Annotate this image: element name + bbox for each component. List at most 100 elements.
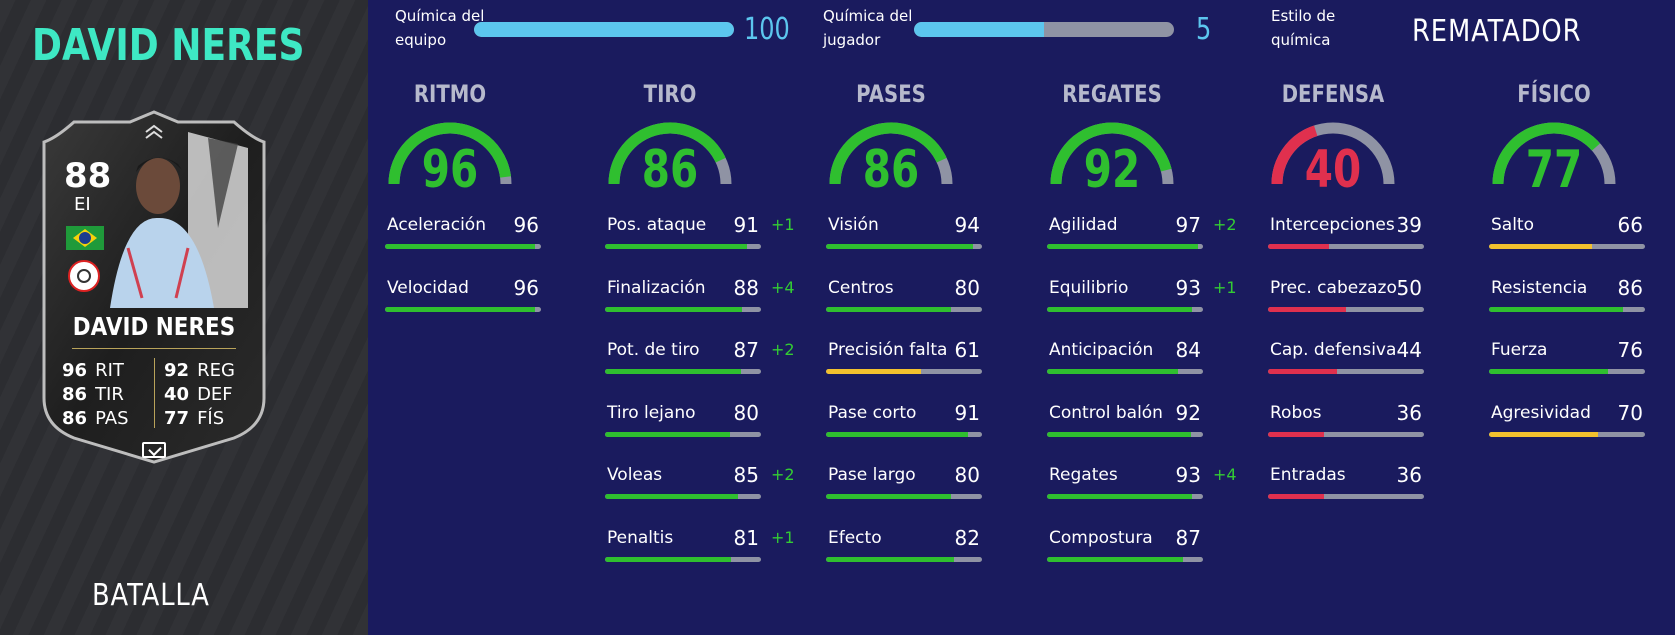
card-frame-shape <box>42 110 266 464</box>
stat-name: Prec. cabezazo <box>1270 277 1397 298</box>
stat-name: Precisión falta <box>828 340 948 360</box>
stat-value: 76 <box>1617 338 1643 362</box>
stat-bar <box>1047 369 1203 374</box>
stat-bar <box>1489 369 1645 374</box>
stat-bar <box>605 556 761 562</box>
stat-row: Finalización 88 +4 <box>605 275 825 318</box>
stat-value: 85 <box>733 463 759 487</box>
stat-value: 88 <box>733 275 759 300</box>
stat-name: Centros <box>828 277 894 298</box>
chemistry-style-name: BATALLA <box>92 578 210 613</box>
stat-row: Robos 36 <box>1268 400 1488 443</box>
category-value: 86 <box>641 140 699 200</box>
stat-name: Efecto <box>828 527 882 548</box>
category-title: PASES <box>856 80 926 108</box>
stat-value: 36 <box>1396 400 1422 425</box>
chemistry-style-value: REMATADOR <box>1412 14 1582 49</box>
category-value: 92 <box>1083 140 1141 200</box>
ajax-club-badge-icon <box>68 260 100 292</box>
stat-value: 91 <box>733 213 759 237</box>
category-title: RITMO <box>413 80 487 108</box>
stat-value: 39 <box>1396 213 1422 237</box>
card-position: EI <box>74 194 91 215</box>
stat-bar <box>605 369 761 374</box>
stat-row: Pot. de tiro 87 +2 <box>605 338 825 380</box>
stat-value: 70 <box>1617 400 1643 425</box>
stat-name: Voleas <box>607 465 663 485</box>
stat-bar <box>1047 431 1203 437</box>
stat-value: 97 <box>1175 213 1201 237</box>
stat-name: Resistencia <box>1491 277 1588 298</box>
player-chemistry-value: 5 <box>1196 12 1212 47</box>
stat-name: Pase corto <box>828 402 917 423</box>
stat-row: Velocidad 96 <box>385 275 605 318</box>
player-card[interactable]: 88 EI DAVID NERES 96 RIT 86 TIR 86 PAS 92 RE… <box>38 108 270 465</box>
stat-name: Cap. defensiva <box>1270 340 1397 360</box>
stat-row: Tiro lejano 80 <box>605 401 825 443</box>
category-value: 86 <box>862 140 920 200</box>
stat-row: Agresividad 70 <box>1489 400 1675 443</box>
card-vertical-divider <box>154 358 155 428</box>
stat-bar <box>605 494 761 499</box>
stat-row: Voleas 85 +2 <box>605 463 825 505</box>
stat-row: Compostura 87 <box>1047 526 1267 568</box>
stat-name: Robos <box>1270 402 1322 423</box>
card-stat-pas: 86 PAS <box>62 408 129 429</box>
stat-name: Regates <box>1049 465 1118 485</box>
card-divider <box>72 348 236 349</box>
gauge-fill <box>608 122 726 185</box>
category-value: 77 <box>1525 140 1583 200</box>
stat-bar <box>1047 306 1203 312</box>
category-gauge <box>829 122 953 185</box>
stat-value: 87 <box>733 338 759 362</box>
stat-name: Intercepciones <box>1270 215 1395 235</box>
stat-bar <box>1268 369 1424 374</box>
player-chemistry-bar <box>914 22 1174 37</box>
stat-bar <box>1047 556 1203 562</box>
gauge-fill <box>1492 122 1601 185</box>
brazil-flag-icon <box>66 226 104 250</box>
stat-name: Tiro lejano <box>607 402 696 423</box>
stat-value: 96 <box>513 275 539 300</box>
stat-name: Velocidad <box>387 277 469 298</box>
stat-bar <box>1268 431 1424 437</box>
category-gauge <box>1492 122 1616 185</box>
stat-row: Intercepciones 39 <box>1268 213 1488 255</box>
stat-row: Efecto 82 <box>826 526 1046 568</box>
stat-row: Pos. ataque 91 +1 <box>605 213 825 255</box>
stat-bar <box>826 369 982 374</box>
card-stat-tir: 86 TIR <box>62 384 124 405</box>
category-gauge <box>1271 122 1395 185</box>
stat-value: 81 <box>733 525 759 550</box>
category-value: 40 <box>1304 140 1362 200</box>
stat-value: 50 <box>1396 275 1422 300</box>
stat-bar <box>1268 244 1424 249</box>
stat-name: Entradas <box>1270 465 1346 485</box>
stat-bonus: +4 <box>1213 465 1237 484</box>
stat-row: Fuerza 76 <box>1489 338 1675 380</box>
stat-row: Pase largo 80 <box>826 463 1046 505</box>
stat-bonus: +4 <box>771 277 795 297</box>
stat-bar <box>826 431 982 437</box>
stat-row: Precisión falta 61 <box>826 338 1046 380</box>
card-stat-def: 40 DEF <box>164 384 233 405</box>
stat-row: Pase corto 91 <box>826 400 1046 443</box>
stat-bar <box>1268 306 1424 312</box>
stat-name: Finalización <box>607 277 706 298</box>
stat-value: 96 <box>513 213 539 237</box>
stat-name: Agilidad <box>1049 215 1118 235</box>
chemistry-style-icon <box>142 442 166 458</box>
stat-value: 91 <box>954 400 980 425</box>
stat-row: Equilibrio 93 +1 <box>1047 276 1267 318</box>
card-stat-reg: 92 REG <box>164 360 235 381</box>
stat-bonus: +2 <box>771 465 795 484</box>
stat-bar <box>826 494 982 499</box>
stat-value: 80 <box>954 463 980 487</box>
stat-name: Fuerza <box>1491 340 1548 360</box>
stat-row: Visión 94 <box>826 213 1046 255</box>
stat-row: Resistencia 86 <box>1489 276 1675 318</box>
stat-value: 94 <box>954 213 980 237</box>
stat-value: 61 <box>954 338 980 362</box>
stat-row: Cap. defensiva 44 <box>1268 338 1488 380</box>
team-chemistry-label: Química del equipo <box>395 7 485 49</box>
